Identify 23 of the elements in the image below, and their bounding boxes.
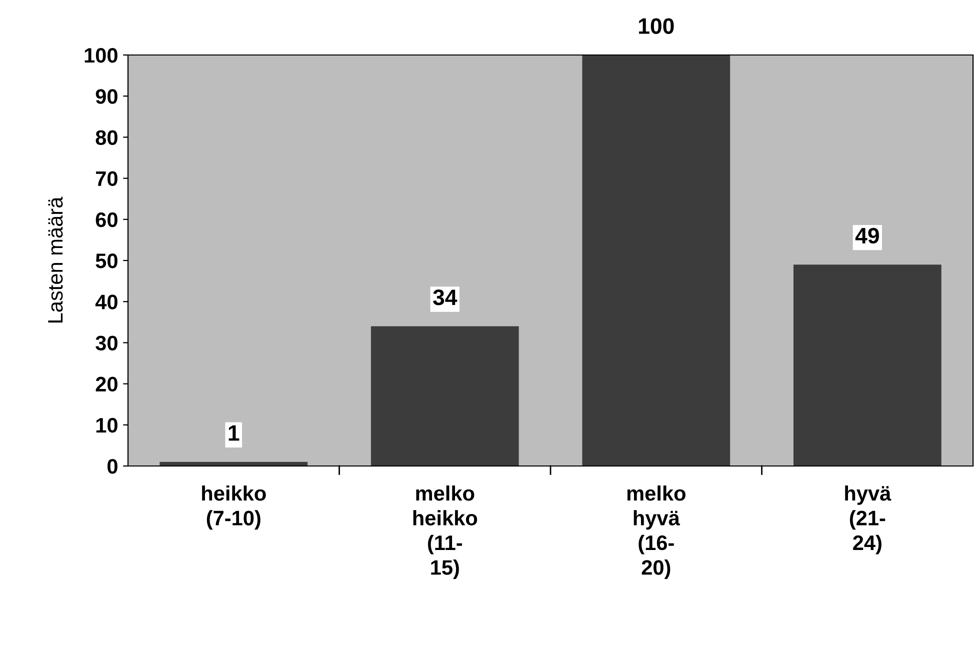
x-tick-label: melko hyvä (16- 20)	[627, 485, 686, 579]
data-label: 100	[639, 18, 674, 34]
bar	[582, 55, 730, 466]
y-tick-label: 50	[96, 254, 118, 268]
y-tick-label: 40	[95, 294, 118, 310]
x-tick-label: melko heikko (11- 15)	[413, 485, 478, 579]
bar	[793, 264, 942, 466]
data-label: 49	[855, 228, 879, 244]
y-axis-title: Lasten määrä	[48, 196, 63, 322]
y-tick-label: 0	[108, 459, 118, 474]
y-tick-label: 90	[96, 89, 118, 104]
y-tick-label: 10	[96, 418, 118, 433]
bar	[370, 326, 519, 466]
y-tick-label: 100	[84, 48, 118, 63]
data-label: 1	[228, 425, 240, 441]
y-tick-label: 60	[96, 212, 118, 228]
x-tick-label: hyvä (21- 24)	[845, 485, 892, 554]
y-tick-label: 30	[96, 336, 118, 350]
data-label: 34	[433, 289, 458, 306]
y-tick-label: 20	[96, 376, 118, 392]
y-tick-label: 70	[96, 171, 118, 186]
x-tick-label: heikko (7-10)	[202, 485, 266, 530]
y-tick-label: 80	[96, 130, 118, 145]
